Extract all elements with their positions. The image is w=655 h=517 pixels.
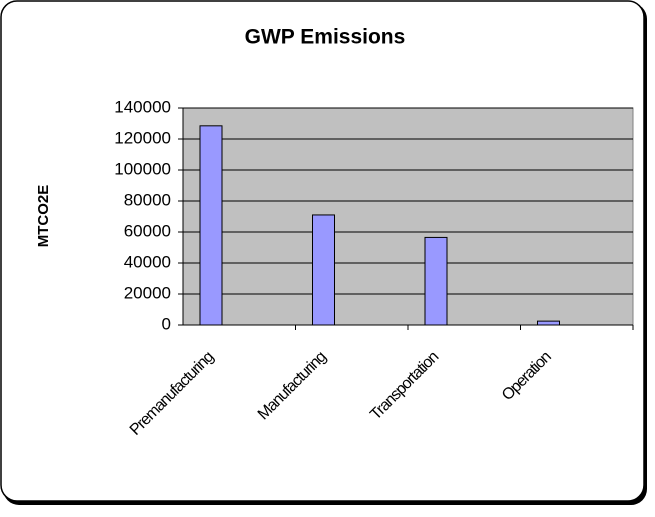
plot-area [182, 107, 634, 326]
y-tick-label: 140000 [114, 97, 171, 116]
y-tick-label: 120000 [114, 128, 171, 147]
y-tick-label: 60000 [124, 221, 171, 240]
bar [312, 214, 335, 326]
bar [424, 236, 448, 326]
y-tick-label: 20000 [124, 283, 171, 302]
y-tick-label: 100000 [114, 159, 171, 178]
y-tick-label: 0 [162, 314, 171, 333]
bar [199, 125, 223, 326]
y-tick-label: 80000 [124, 190, 171, 209]
chart-title: GWP Emissions [245, 26, 406, 49]
y-tick-label: 40000 [124, 252, 171, 271]
y-axis-label: MTCO2E [35, 185, 52, 248]
bar [537, 320, 560, 326]
